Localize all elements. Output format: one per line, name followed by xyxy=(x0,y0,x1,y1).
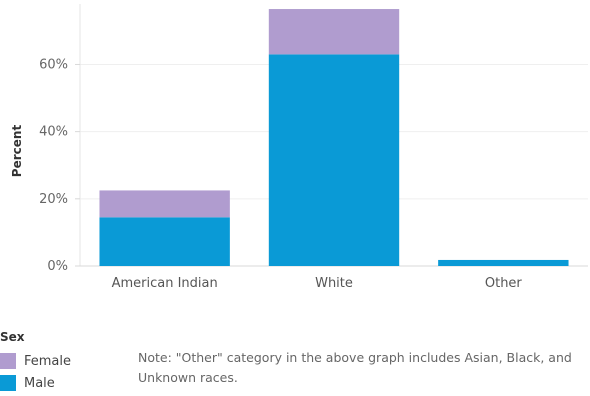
labels: 0% 20% 40% 60% Percent American Indian White Ot… xyxy=(10,57,522,291)
x-tick-label: White xyxy=(315,276,353,291)
bars xyxy=(99,9,569,267)
x-tick-label: Other xyxy=(485,276,523,291)
bar-female-white xyxy=(268,9,400,55)
legend-title: Sex xyxy=(0,330,25,344)
y-tick-label: 20% xyxy=(39,192,68,207)
bar-male-american-indian xyxy=(99,217,230,266)
y-tick-label: 40% xyxy=(39,125,68,140)
legend-label-male: Male xyxy=(24,375,55,391)
x-tick-label: American Indian xyxy=(112,276,218,291)
legend-item-male: Male xyxy=(0,372,120,394)
bar-male-other xyxy=(438,259,569,266)
legend-item-female: Female xyxy=(0,350,120,372)
legend-label-female: Female xyxy=(24,353,72,369)
stacked-bar-chart: 0% 20% 40% 60% Percent American Indian White Ot… xyxy=(10,4,588,291)
y-tick-label: 0% xyxy=(47,259,68,274)
y-axis-label: Percent xyxy=(10,125,24,178)
bar-male-white xyxy=(268,54,400,267)
legend-swatch-male xyxy=(0,375,16,391)
bar-female-american-indian xyxy=(99,190,230,218)
y-tick-label: 60% xyxy=(39,57,68,72)
legend-swatch-female xyxy=(0,353,16,369)
legend: Sex Female Male xyxy=(0,330,120,394)
chart-note: Note: "Other" category in the above grap… xyxy=(138,350,572,385)
